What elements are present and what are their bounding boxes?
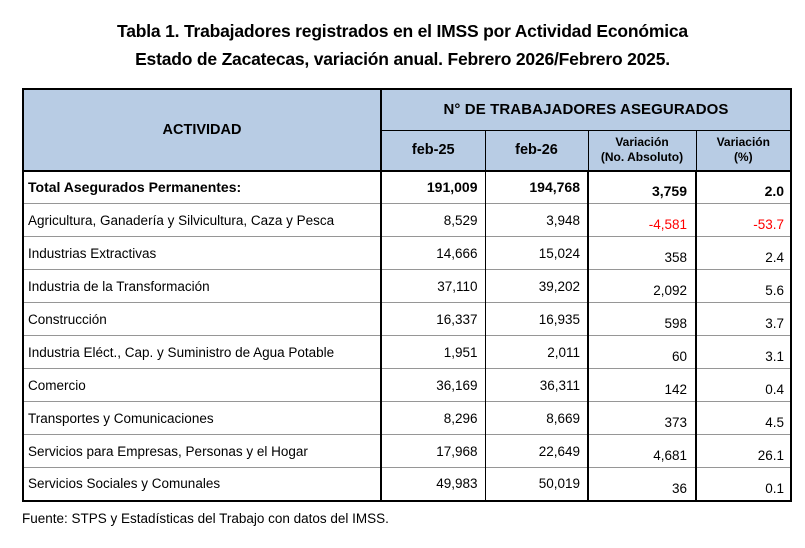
feb-25-value: 8,529	[381, 203, 486, 237]
activity-cell: Transportes y Comunicaciones	[23, 401, 382, 435]
feb-26-value: 3,948	[485, 203, 589, 237]
activity-cell: Comercio	[23, 368, 382, 402]
variacion-absoluta-value: 358	[588, 236, 697, 270]
activity-cell: Industria Eléct., Cap. y Suministro de A…	[23, 335, 382, 369]
variacion-absoluta-value: 2,092	[588, 269, 697, 303]
column-header-feb-26: feb-26	[484, 130, 589, 172]
activity-cell: Servicios Sociales y Comunales	[23, 467, 382, 501]
variacion-porcentaje-value: 2.0	[696, 169, 792, 204]
activity-cell: Industria de la Transformación	[23, 269, 382, 303]
table-row: Servicios para Empresas, Personas y el H…	[23, 434, 792, 468]
feb-25-value: 14,666	[381, 236, 486, 270]
table-title-line2: Estado de Zacatecas, variación anual. Fe…	[135, 49, 670, 70]
variacion-absoluta-value: -4,581	[588, 203, 697, 237]
source-note: Fuente: STPS y Estadísticas del Trabajo …	[22, 510, 389, 526]
variacion-porcentaje-value: 5.6	[696, 269, 792, 303]
feb-26-value: 8,669	[485, 401, 589, 435]
column-header-variacion-porcentaje: Variación (%)	[695, 130, 792, 172]
column-header-feb-26-label: feb-26	[515, 142, 558, 159]
variacion-absoluta-value: 142	[588, 368, 697, 402]
feb-26-value: 194,768	[485, 169, 589, 204]
feb-25-value: 36,169	[381, 368, 486, 402]
table-row: Industrias Extractivas 14,666 15,024 358 2.4	[23, 236, 792, 270]
table-row: Industria de la Transformación 37,110 39,2…	[23, 269, 792, 303]
variacion-porcentaje-value: 2.4	[696, 236, 792, 270]
feb-26-value: 39,202	[485, 269, 589, 303]
feb-25-value: 37,110	[381, 269, 486, 303]
table-row: Transportes y Comunicaciones 8,296 8,669 37…	[23, 401, 792, 435]
feb-26-value: 36,311	[485, 368, 589, 402]
feb-25-value: 1,951	[381, 335, 486, 369]
table-header: ACTIVIDAD N° DE TRABAJADORES ASEGURADOS …	[22, 88, 792, 172]
variacion-porcentaje-value: 0.1	[696, 467, 792, 501]
feb-26-value: 22,649	[485, 434, 589, 468]
table-row: Total Asegurados Permanentes: 191,009 194,…	[23, 169, 792, 204]
table-body: Total Asegurados Permanentes: 191,009 194,…	[23, 169, 792, 501]
feb-25-value: 16,337	[381, 302, 486, 336]
variacion-absoluta-value: 60	[588, 335, 697, 369]
activity-cell: Agricultura, Ganadería y Silvicultura, C…	[23, 203, 382, 237]
activity-cell: Industrias Extractivas	[23, 236, 382, 270]
feb-25-value: 191,009	[381, 169, 486, 204]
variacion-absoluta-value: 373	[588, 401, 697, 435]
variacion-porcentaje-value: -53.7	[696, 203, 792, 237]
feb-25-value: 17,968	[381, 434, 486, 468]
table-row: Comercio 36,169 36,311 142 0.4	[23, 368, 792, 402]
table-title-line1: Tabla 1. Trabajadores registrados en el …	[117, 21, 688, 41]
feb-26-value: 2,011	[485, 335, 589, 369]
variacion-porcentaje-value: 26.1	[696, 434, 792, 468]
table-row: Servicios Sociales y Comunales 49,983 50,0…	[23, 467, 792, 501]
activity-cell: Servicios para Empresas, Personas y el H…	[23, 434, 382, 468]
table-row: Construcción 16,337 16,935 598 3.7	[23, 302, 792, 336]
feb-26-value: 16,935	[485, 302, 589, 336]
column-header-feb-25: feb-25	[380, 130, 486, 172]
feb-25-value: 49,983	[381, 467, 486, 501]
variacion-absoluta-value: 3,759	[588, 169, 697, 204]
feb-25-value: 8,296	[381, 401, 486, 435]
variacion-absoluta-value: 36	[588, 467, 697, 501]
variacion-porcentaje-value: 4.5	[696, 401, 792, 435]
column-group-header-asegurados: N° DE TRABAJADORES ASEGURADOS	[380, 88, 792, 132]
feb-26-value: 15,024	[485, 236, 589, 270]
variacion-porcentaje-value: 3.1	[696, 335, 792, 369]
imss-workers-table: ACTIVIDAD N° DE TRABAJADORES ASEGURADOS …	[22, 87, 793, 502]
variacion-porcentaje-value: 0.4	[696, 368, 792, 402]
table-row: Agricultura, Ganadería y Silvicultura, C…	[23, 203, 792, 237]
variacion-absoluta-value: 598	[588, 302, 697, 336]
column-header-feb-25-label: feb-25	[411, 142, 455, 159]
column-header-activity: ACTIVIDAD	[22, 88, 382, 172]
table-title: Tabla 1. Trabajadores registrados en el …	[0, 17, 805, 74]
variacion-porcentaje-value: 3.7	[696, 302, 792, 336]
activity-cell: Construcción	[23, 302, 382, 336]
column-header-variacion-absoluta: Variación (No. Absoluto)	[587, 130, 697, 172]
table-row: Industria Eléct., Cap. y Suministro de A…	[23, 335, 792, 369]
activity-cell: Total Asegurados Permanentes:	[23, 169, 382, 204]
feb-26-value: 50,019	[485, 467, 589, 501]
variacion-absoluta-value: 4,681	[588, 434, 697, 468]
